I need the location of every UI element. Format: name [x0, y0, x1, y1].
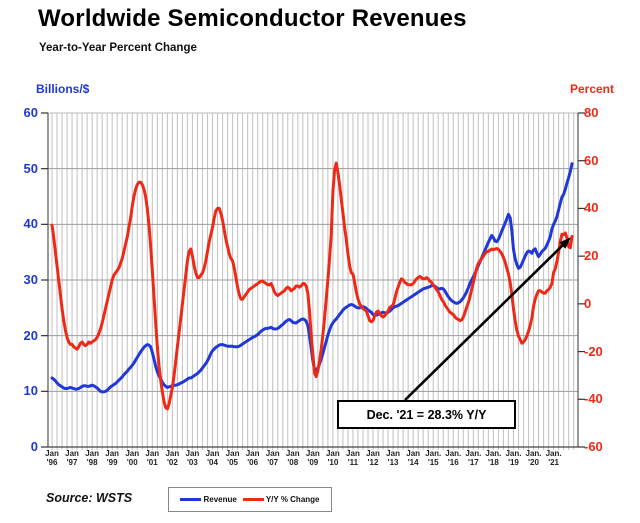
- legend-line-sample: [242, 498, 264, 501]
- x-axis-tick-label: Jan '12: [366, 449, 380, 467]
- x-axis-tick-label: Jan '06: [245, 449, 260, 467]
- source-label: Source: WSTS: [46, 491, 133, 505]
- legend-item: Revenue: [180, 495, 237, 504]
- right-axis-tick-label: -60: [584, 439, 603, 454]
- left-axis-tick-label: 20: [23, 327, 38, 343]
- x-axis-tick-label: Jan. '19: [505, 449, 522, 467]
- x-axis-tick-label: Jan '11: [346, 449, 360, 467]
- left-axis-tick-label: 60: [23, 105, 38, 120]
- page-subtitle: Year-to-Year Percent Change: [39, 42, 197, 54]
- left-axis-tick-label: 30: [23, 272, 38, 287]
- page-title: Worldwide Semiconductor Revenues: [38, 5, 467, 32]
- x-axis-tick-label: Jan '99: [105, 449, 120, 467]
- right-axis-tick-label: -40: [584, 391, 603, 407]
- right-axis-tick-label: 80: [584, 105, 599, 120]
- x-axis-tick-label: Jan '04: [205, 449, 220, 467]
- legend-label: Revenue: [203, 495, 237, 504]
- x-axis-tick-label: Jan. '18: [485, 449, 502, 467]
- legend: Revenue Y/Y % Change: [168, 487, 332, 512]
- left-axis-tick-label: 50: [23, 160, 38, 176]
- x-axis-tick-label: Jan '01: [145, 449, 160, 467]
- annotation-text: Dec. '21 = 28.3% Y/Y: [366, 407, 487, 422]
- left-axis-tick-label: 40: [23, 216, 38, 232]
- right-axis-tick-label: -20: [584, 343, 603, 359]
- right-axis-tick-label: 60: [584, 152, 599, 168]
- legend-line-sample: [180, 498, 202, 501]
- right-axis-tick-label: 20: [584, 248, 599, 264]
- x-axis-tick-label: Jan '96: [45, 449, 59, 467]
- x-axis-tick-label: Jan '14: [406, 449, 421, 467]
- x-axis-tick-label: Jan '07: [265, 449, 280, 467]
- x-axis-tick-label: Jan '00: [125, 449, 140, 467]
- chart-plot-area: [41, 112, 585, 450]
- x-axis-tick-label: Jan '02: [165, 449, 180, 467]
- right-axis-unit-label: Percent: [569, 82, 614, 96]
- x-axis-tick-label: Jan '05: [225, 449, 240, 467]
- x-axis-tick-label: Jan. '17: [465, 449, 482, 467]
- legend-label: Y/Y % Change: [265, 495, 320, 504]
- right-axis-tick-label: 40: [584, 200, 599, 216]
- x-axis-tick-label: Jan '03: [185, 449, 200, 467]
- annotation-box: Dec. '21 = 28.3% Y/Y: [337, 400, 516, 429]
- annotation-arrow: [404, 237, 571, 401]
- x-axis-tick-label: Jan. '15: [425, 449, 442, 467]
- x-axis-tick-label: Jan. '16: [445, 449, 462, 467]
- left-axis-tick-label: 10: [23, 383, 38, 399]
- x-axis-tick-label: Jan '98: [85, 449, 100, 467]
- x-axis-tick-label: Jan '09: [305, 449, 320, 467]
- left-axis-tick-label: 0: [30, 439, 38, 454]
- x-axis-tick-label: Jan. '20: [525, 449, 542, 467]
- x-axis-tick-label: Jan '08: [285, 449, 300, 467]
- series-line-y-y-change: [50, 161, 574, 411]
- x-axis-tick-label: Jan. '21: [545, 449, 562, 467]
- left-axis-unit-label: Billions/$: [36, 82, 90, 96]
- x-axis-tick-label: Jan '10: [325, 449, 340, 467]
- right-axis-tick-label: 0: [584, 295, 592, 311]
- x-axis-tick-label: Jan '13: [386, 449, 400, 467]
- x-axis-tick-label: Jan '97: [65, 449, 79, 467]
- legend-item: Y/Y % Change: [242, 495, 320, 504]
